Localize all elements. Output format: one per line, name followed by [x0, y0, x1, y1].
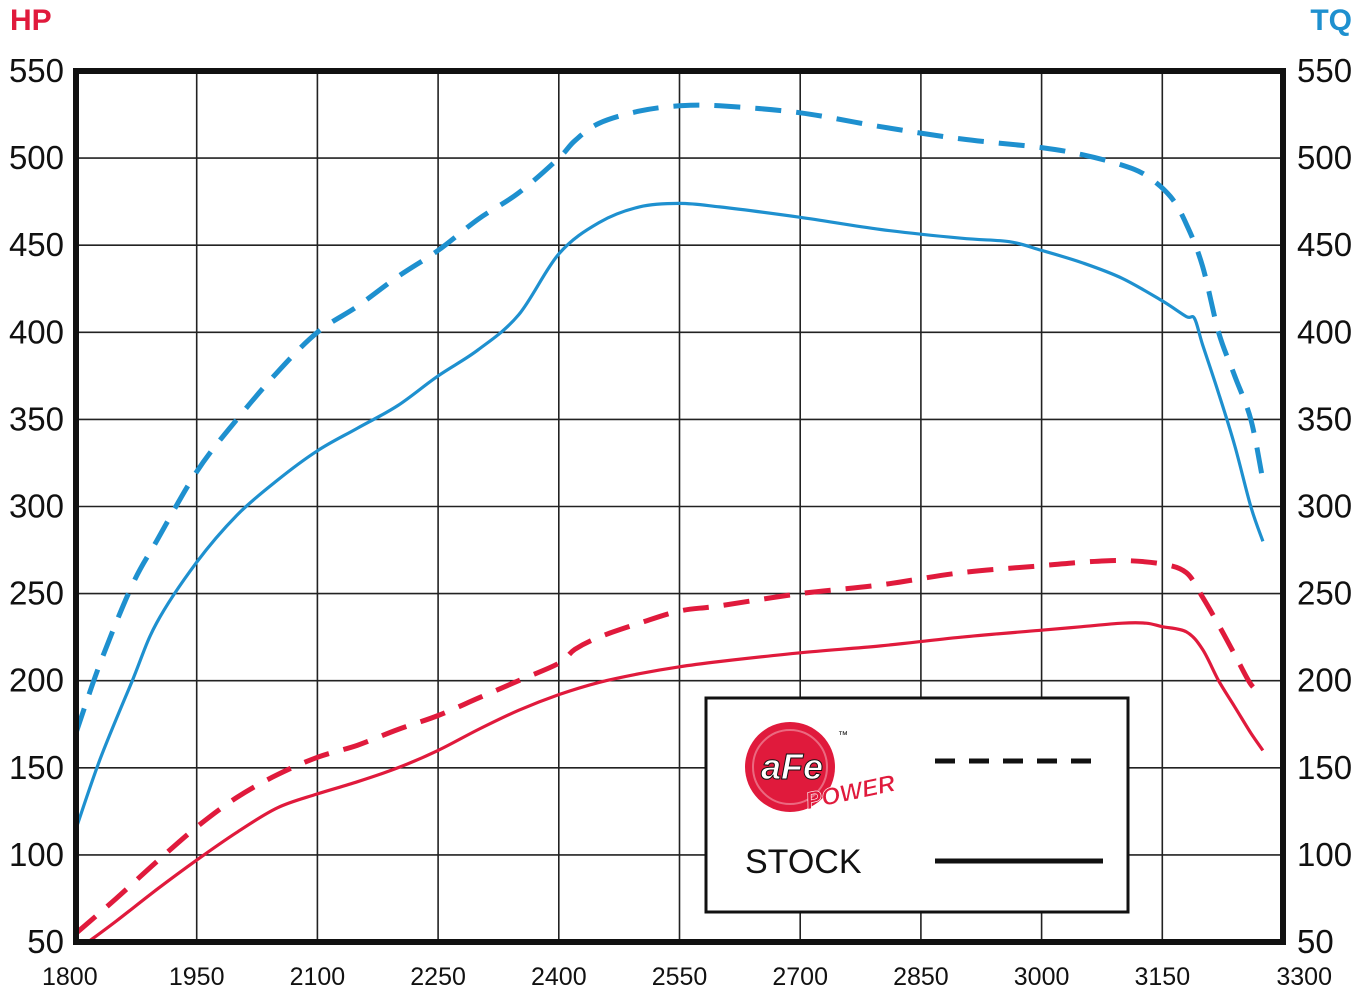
- x-tick-label: 2400: [531, 963, 587, 990]
- tq-stock-line: [74, 201, 1265, 830]
- y-right-tick-label: 100: [1297, 836, 1352, 873]
- x-tick-label: 3300: [1276, 963, 1332, 990]
- x-tick-label: 3000: [1014, 963, 1070, 990]
- y-left-tick-label: 550: [9, 52, 64, 89]
- y-right-tick-label: 250: [1297, 575, 1352, 612]
- logo-text: aFe: [761, 746, 823, 787]
- legend-stock-label: STOCK: [745, 843, 862, 881]
- y-right-tick-label: 400: [1297, 313, 1352, 350]
- y-left-tick-label: 200: [9, 662, 64, 699]
- plot-frame: [73, 68, 1286, 945]
- y-right-tick-label: 150: [1297, 749, 1352, 786]
- hp-afe-line: [74, 557, 1265, 936]
- x-tick-label: 2550: [652, 963, 708, 990]
- y-left-tick-label: 50: [27, 923, 64, 960]
- y-left-tick-label: 400: [9, 313, 64, 350]
- y-left-tick-label: 500: [9, 139, 64, 176]
- y-right-tick-label: 200: [1297, 662, 1352, 699]
- x-tick-labels: 1800 1950 2100 2250 2400 2550 2700 2850 3000 3150…: [42, 963, 1332, 990]
- x-tick-label: 1950: [169, 963, 225, 990]
- hp-axis-title: HP: [10, 4, 52, 37]
- y-right-tick-label: 450: [1297, 226, 1352, 263]
- right-y-tick-labels: 550 500 450 400 350 300 250 200 150 100 50: [1297, 52, 1352, 960]
- x-tick-label: 2850: [893, 963, 949, 990]
- y-left-tick-label: 100: [9, 836, 64, 873]
- x-tick-label: 2700: [772, 963, 828, 990]
- y-left-tick-label: 350: [9, 400, 64, 437]
- y-right-tick-label: 50: [1297, 923, 1334, 960]
- y-right-tick-label: 300: [1297, 488, 1352, 525]
- tq-axis-title: TQ: [1310, 4, 1352, 37]
- hp-stock-line: [87, 621, 1265, 944]
- x-tick-label: 3150: [1134, 963, 1190, 990]
- chart-lines: [73, 102, 1266, 944]
- x-tick-label: 1800: [42, 963, 98, 990]
- y-left-tick-label: 150: [9, 749, 64, 786]
- y-right-tick-label: 550: [1297, 52, 1352, 89]
- left-y-tick-labels: 550 500 450 400 350 300 250 200 150 100 50: [9, 52, 64, 960]
- y-left-tick-label: 450: [9, 226, 64, 263]
- tq-afe-line: [73, 102, 1266, 734]
- y-left-tick-label: 250: [9, 575, 64, 612]
- x-tick-label: 2100: [290, 963, 346, 990]
- x-tick-label: 2250: [410, 963, 466, 990]
- y-left-tick-label: 300: [9, 488, 64, 525]
- y-right-tick-label: 350: [1297, 400, 1352, 437]
- legend: aFe POWER ™ STOCK: [704, 696, 1130, 914]
- y-right-tick-label: 500: [1297, 139, 1352, 176]
- logo-tm: ™: [838, 730, 848, 741]
